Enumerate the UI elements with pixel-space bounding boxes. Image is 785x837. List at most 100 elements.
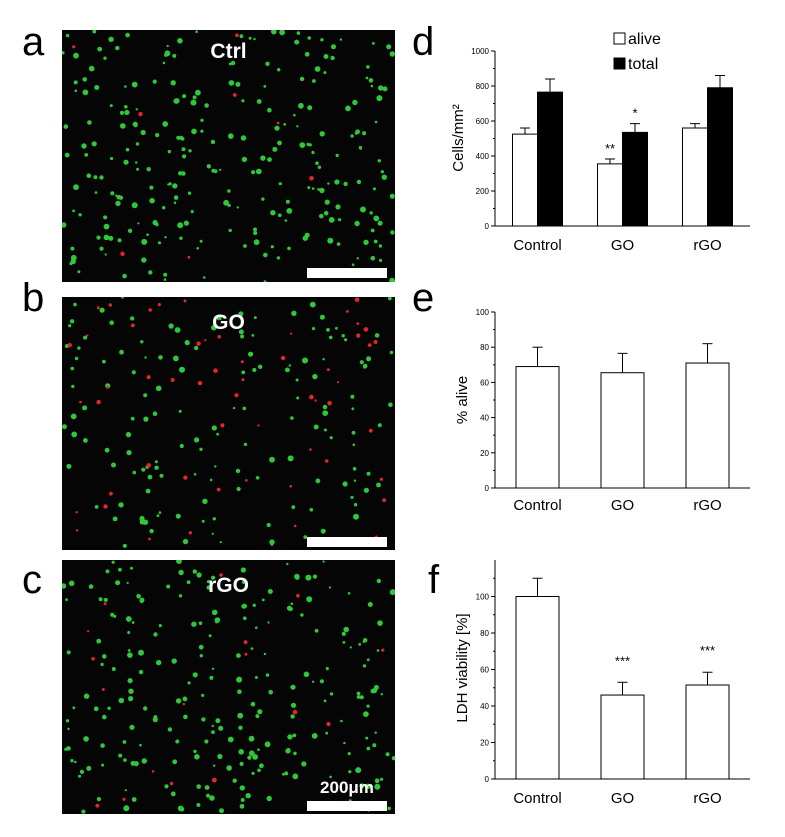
green-cell [192,672,198,678]
green-cell [211,425,217,431]
green-cell [253,37,256,41]
green-cell [243,616,247,620]
green-cell [377,220,383,226]
green-cell [365,736,369,740]
green-cell [131,370,136,375]
green-cell [251,170,256,175]
red-cell [235,33,239,37]
green-cell [211,168,216,173]
green-cell [370,84,374,88]
green-cell [236,676,243,683]
green-cell [190,210,194,214]
red-cell [373,340,378,344]
green-cell [110,191,115,196]
green-cell [232,406,236,410]
red-cell [327,400,332,406]
green-cell [162,121,169,127]
green-cell [278,213,282,217]
green-cell [309,301,316,308]
micrograph-label: Ctrl [210,40,247,63]
green-cell [267,107,272,113]
red-cell [327,368,330,372]
green-cell [148,270,153,275]
significance-annotation: ** [605,141,615,156]
green-cell [132,470,137,475]
green-cell [182,538,189,545]
bar [515,366,560,489]
green-cell [228,228,232,233]
green-cell [285,199,290,204]
red-cell [368,428,373,433]
green-cell [306,596,313,603]
green-cell [382,86,388,92]
green-cell [264,741,271,748]
green-cell [254,676,258,679]
green-cell [115,200,121,207]
green-cell [123,159,129,165]
green-cell [283,123,287,126]
red-cell [188,531,192,535]
red-cell [187,255,191,259]
bar [597,163,623,227]
green-cell [311,150,315,155]
green-cell [127,678,133,684]
green-cell [121,297,124,299]
green-cell [173,355,179,362]
red-cell [213,368,218,373]
green-cell [378,244,383,248]
green-cell [209,795,215,801]
green-cell [351,407,355,411]
y-tick-label: 200 [476,187,490,196]
green-cell [219,808,224,814]
green-cell [149,528,154,534]
red-cell [75,511,78,514]
green-cell [82,405,88,411]
green-cell [127,649,131,652]
green-cell [180,136,185,141]
green-cell [196,803,201,807]
green-cell [144,356,147,359]
green-cell [159,473,164,478]
green-cell [209,675,214,680]
green-cell [381,174,387,180]
green-cell [326,328,330,332]
green-cell [131,621,135,624]
green-cell [366,658,370,662]
green-cell [325,667,329,671]
green-cell [100,662,104,667]
green-cell [292,733,297,738]
green-cell [327,182,330,185]
green-cell [111,462,116,468]
green-cell [81,143,87,149]
green-cell [107,706,111,710]
green-cell [227,203,231,208]
micrograph-go: GO [62,297,395,550]
y-tick-label: 60 [480,666,489,675]
green-cell [298,102,304,109]
green-cell [311,680,315,683]
green-cell [183,714,188,720]
green-cell [192,95,197,100]
green-cell [350,134,354,138]
green-cell [93,706,99,712]
green-cell [156,659,162,666]
green-cell [356,257,359,260]
green-cell [219,541,222,544]
green-cell [287,246,291,251]
green-cell [341,334,345,338]
green-cell [125,431,132,438]
red-cell [72,45,76,49]
red-cell [216,487,221,492]
micrograph-rgo: rGO 200μm [62,560,395,814]
green-cell [102,359,106,364]
green-cell [343,741,346,745]
red-cell [257,424,260,427]
green-cell [287,455,294,462]
green-cell [69,319,75,324]
green-cell [164,53,168,57]
legend-label: total [628,56,658,73]
green-cell [329,436,333,440]
green-cell [209,478,213,482]
green-cell [232,778,237,783]
